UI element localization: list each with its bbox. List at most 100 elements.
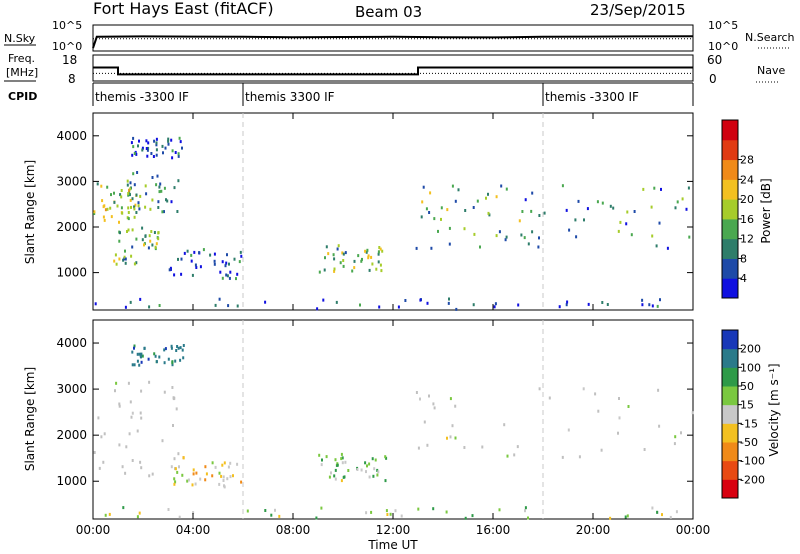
range-cell [135,193,138,197]
range-cell [641,298,644,302]
range-cell [139,411,142,415]
range-cell [204,478,207,482]
range-cell [270,513,273,517]
velocity-colorbar-swatch [722,404,738,424]
range-cell [140,389,143,393]
range-cell [104,208,107,212]
range-cell [389,512,392,516]
velocity-colorbar-swatch [722,386,738,406]
cpid-segments: themis -3300 IF themis 3300 IF themis -330… [95,83,639,106]
range-cell [335,300,338,304]
range-cell [143,243,145,247]
range-cell [432,402,435,406]
range-cell [113,259,116,263]
range-cell [583,218,585,222]
range-cell [144,184,147,188]
range-cell [333,267,336,271]
range-cell [227,465,230,469]
velocity-ylabel: Slant Range [km] [23,367,37,471]
range-cell [139,460,142,464]
range-cell [219,270,222,274]
range-cell [226,253,228,257]
range-cell [126,216,129,220]
range-cell [240,254,243,258]
range-cell [121,465,124,469]
range-cell [236,462,239,466]
range-cell [494,302,497,306]
range-cell [318,270,321,274]
range-cell [194,482,197,486]
range-cell [132,172,135,176]
range-cell [429,191,432,195]
range-cell [151,176,154,179]
velocity-colorbar-frame [721,329,739,499]
velocity-colorbar-tick-label: 50 [740,380,754,393]
range-cell [347,469,350,472]
range-cell [106,207,109,211]
range-cell [656,510,659,514]
range-cell [446,208,449,212]
nsky-panel-frame [92,24,694,52]
range-cell [186,479,189,483]
range-cell [145,192,148,196]
range-cell [641,303,644,307]
range-cell [171,386,174,389]
range-cell [141,354,144,358]
range-cell [221,276,224,280]
range-cell [527,242,530,246]
range-cell [587,302,590,306]
power-colorbar-swatch [722,238,738,259]
range-cell [126,179,129,183]
range-cell [155,141,158,145]
range-cell [264,300,267,304]
range-cell [163,348,166,352]
range-cell [504,238,507,242]
range-cell [680,431,682,435]
range-cell [170,346,173,350]
nsearch-tick-top: 10^5 [708,19,738,32]
y-tick-label: 2000 [56,428,87,442]
range-cell [417,507,420,511]
range-cell [321,458,323,462]
range-cell [173,186,176,190]
range-cell [137,144,139,148]
range-cell [446,436,448,440]
range-cell [463,446,466,449]
range-cell [155,137,158,141]
range-cell [222,479,225,482]
range-cell [161,144,164,148]
range-cell [451,424,454,428]
range-cell [367,254,370,258]
range-cell [334,468,337,472]
range-cell [633,210,636,213]
range-cell [600,448,603,452]
range-cell [531,191,534,195]
range-cell [135,261,138,265]
range-cell [104,513,107,517]
range-cell [179,346,182,350]
range-cell [174,151,177,154]
range-cell [366,464,368,468]
range-cell [132,145,135,149]
range-cell [141,226,144,230]
range-cell [182,344,185,347]
velocity-colorbar-tick-label: -100 [740,455,765,468]
range-cell [94,302,97,306]
range-cell [169,268,172,271]
power-colorbar-swatch [722,139,738,161]
range-cell [448,242,451,246]
range-cell [336,247,339,251]
range-cell [93,451,96,454]
range-cell [162,151,164,155]
range-cell [360,468,363,472]
x-tick-label: 00:00 [76,523,111,537]
range-cell [106,185,109,189]
range-cell [167,139,170,143]
range-cell [221,260,224,264]
range-cell [226,274,229,278]
range-cell [170,344,173,348]
x-tick-label: 20:00 [576,523,611,537]
power-colorbar-swatch [722,159,738,180]
range-cell [144,205,147,209]
range-cell [181,146,183,150]
